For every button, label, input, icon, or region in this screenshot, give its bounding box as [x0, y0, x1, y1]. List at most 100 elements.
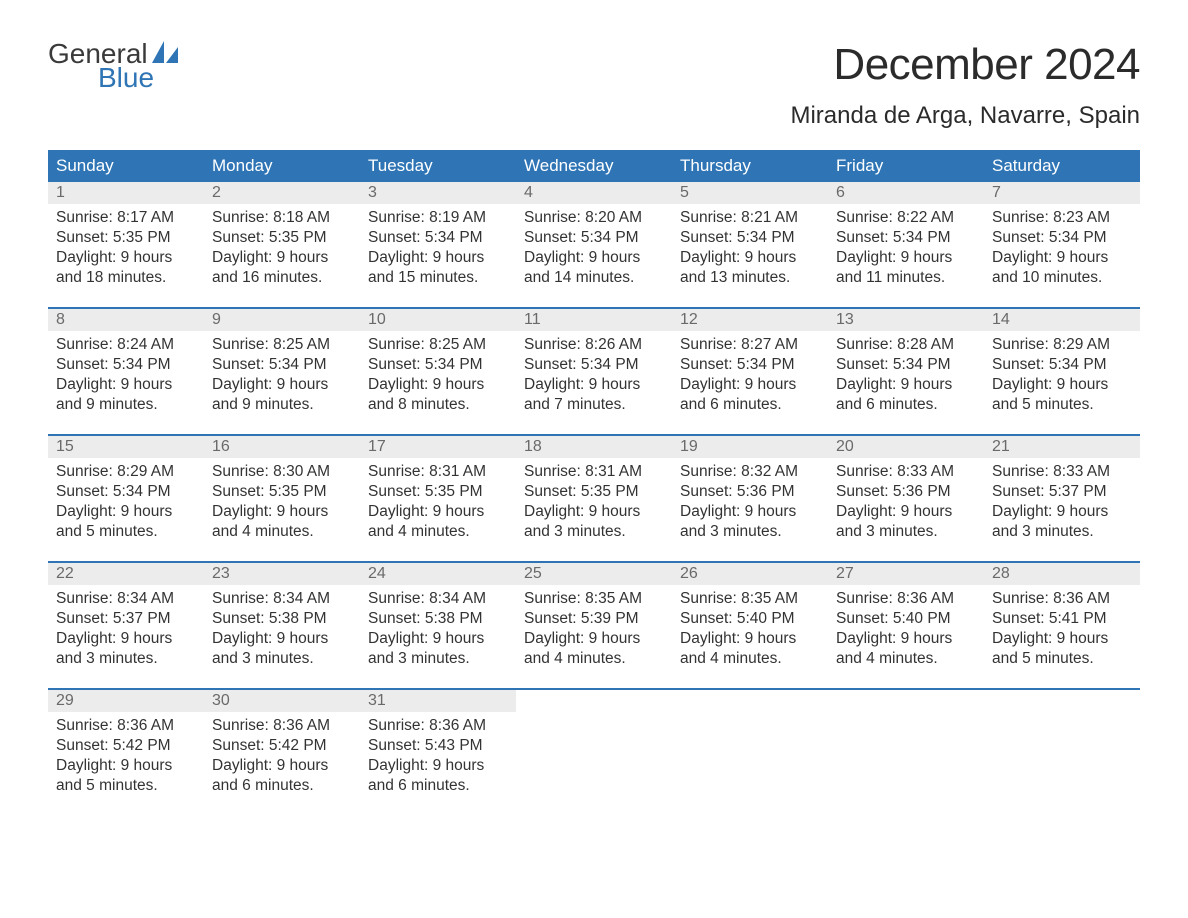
day-number: 6: [828, 182, 984, 204]
daylight-line1: Daylight: 9 hours: [680, 248, 820, 268]
day-cell: Sunrise: 8:29 AMSunset: 5:34 PMDaylight:…: [48, 458, 204, 562]
day-cell: [828, 712, 984, 816]
day-cell: Sunrise: 8:25 AMSunset: 5:34 PMDaylight:…: [360, 331, 516, 435]
daylight-line1: Daylight: 9 hours: [56, 248, 196, 268]
daylight-line2: and 6 minutes.: [836, 395, 976, 415]
day-number: 13: [828, 309, 984, 331]
sunset-label: Sunset: 5:35 PM: [212, 228, 352, 248]
daylight-line2: and 14 minutes.: [524, 268, 664, 288]
day-number: 27: [828, 563, 984, 585]
sunset-label: Sunset: 5:39 PM: [524, 609, 664, 629]
sunset-label: Sunset: 5:43 PM: [368, 736, 508, 756]
day-number: [984, 690, 1140, 712]
day-cell: Sunrise: 8:20 AMSunset: 5:34 PMDaylight:…: [516, 204, 672, 308]
sunrise-label: Sunrise: 8:23 AM: [992, 208, 1132, 228]
sunrise-label: Sunrise: 8:22 AM: [836, 208, 976, 228]
sunset-label: Sunset: 5:34 PM: [680, 228, 820, 248]
day-cell: Sunrise: 8:33 AMSunset: 5:36 PMDaylight:…: [828, 458, 984, 562]
day-cell: Sunrise: 8:31 AMSunset: 5:35 PMDaylight:…: [516, 458, 672, 562]
daylight-line1: Daylight: 9 hours: [836, 248, 976, 268]
daylight-line2: and 5 minutes.: [56, 522, 196, 542]
day-cell: Sunrise: 8:24 AMSunset: 5:34 PMDaylight:…: [48, 331, 204, 435]
day-cell: Sunrise: 8:17 AMSunset: 5:35 PMDaylight:…: [48, 204, 204, 308]
sunrise-label: Sunrise: 8:31 AM: [368, 462, 508, 482]
daylight-line2: and 3 minutes.: [212, 649, 352, 669]
day-cell: Sunrise: 8:19 AMSunset: 5:34 PMDaylight:…: [360, 204, 516, 308]
day-cell: Sunrise: 8:26 AMSunset: 5:34 PMDaylight:…: [516, 331, 672, 435]
daylight-line2: and 6 minutes.: [680, 395, 820, 415]
daylight-line1: Daylight: 9 hours: [368, 502, 508, 522]
daylight-line1: Daylight: 9 hours: [56, 756, 196, 776]
sunrise-label: Sunrise: 8:26 AM: [524, 335, 664, 355]
day-header: Friday: [828, 150, 984, 182]
daylight-line2: and 3 minutes.: [992, 522, 1132, 542]
day-content-row: Sunrise: 8:17 AMSunset: 5:35 PMDaylight:…: [48, 204, 1140, 308]
daylight-line1: Daylight: 9 hours: [680, 502, 820, 522]
daylight-line2: and 18 minutes.: [56, 268, 196, 288]
day-number: [828, 690, 984, 712]
day-number: 7: [984, 182, 1140, 204]
daylight-line2: and 4 minutes.: [524, 649, 664, 669]
day-cell: Sunrise: 8:34 AMSunset: 5:37 PMDaylight:…: [48, 585, 204, 689]
day-number: 20: [828, 436, 984, 458]
sunset-label: Sunset: 5:34 PM: [524, 355, 664, 375]
sunrise-label: Sunrise: 8:31 AM: [524, 462, 664, 482]
day-content-row: Sunrise: 8:24 AMSunset: 5:34 PMDaylight:…: [48, 331, 1140, 435]
sunset-label: Sunset: 5:34 PM: [56, 482, 196, 502]
daynum-row: 293031: [48, 690, 1140, 712]
daylight-line2: and 4 minutes.: [836, 649, 976, 669]
daylight-line1: Daylight: 9 hours: [992, 248, 1132, 268]
sunrise-label: Sunrise: 8:18 AM: [212, 208, 352, 228]
daylight-line2: and 10 minutes.: [992, 268, 1132, 288]
daylight-line2: and 3 minutes.: [524, 522, 664, 542]
daylight-line2: and 7 minutes.: [524, 395, 664, 415]
daylight-line2: and 4 minutes.: [212, 522, 352, 542]
sunrise-label: Sunrise: 8:35 AM: [680, 589, 820, 609]
sunrise-label: Sunrise: 8:20 AM: [524, 208, 664, 228]
sunset-label: Sunset: 5:37 PM: [992, 482, 1132, 502]
sunrise-label: Sunrise: 8:36 AM: [836, 589, 976, 609]
sunrise-label: Sunrise: 8:34 AM: [56, 589, 196, 609]
sunset-label: Sunset: 5:34 PM: [524, 228, 664, 248]
sunrise-label: Sunrise: 8:24 AM: [56, 335, 196, 355]
daylight-line1: Daylight: 9 hours: [524, 502, 664, 522]
day-number: 22: [48, 563, 204, 585]
daylight-line2: and 11 minutes.: [836, 268, 976, 288]
daylight-line1: Daylight: 9 hours: [368, 248, 508, 268]
day-number: 1: [48, 182, 204, 204]
daylight-line1: Daylight: 9 hours: [56, 375, 196, 395]
sunrise-label: Sunrise: 8:36 AM: [992, 589, 1132, 609]
sunset-label: Sunset: 5:35 PM: [524, 482, 664, 502]
day-cell: Sunrise: 8:33 AMSunset: 5:37 PMDaylight:…: [984, 458, 1140, 562]
calendar-table: Sunday Monday Tuesday Wednesday Thursday…: [48, 150, 1140, 816]
daylight-line1: Daylight: 9 hours: [212, 756, 352, 776]
sunset-label: Sunset: 5:34 PM: [56, 355, 196, 375]
sunrise-label: Sunrise: 8:33 AM: [836, 462, 976, 482]
daylight-line2: and 5 minutes.: [992, 395, 1132, 415]
day-number: 24: [360, 563, 516, 585]
day-number: 5: [672, 182, 828, 204]
page-header: General Blue December 2024 Miranda de Ar…: [48, 40, 1140, 130]
daylight-line1: Daylight: 9 hours: [524, 629, 664, 649]
sunset-label: Sunset: 5:34 PM: [368, 228, 508, 248]
day-number: 17: [360, 436, 516, 458]
logo: General Blue: [48, 40, 178, 92]
day-number: [516, 690, 672, 712]
sunrise-label: Sunrise: 8:21 AM: [680, 208, 820, 228]
sunset-label: Sunset: 5:36 PM: [836, 482, 976, 502]
sunrise-label: Sunrise: 8:30 AM: [212, 462, 352, 482]
day-header: Wednesday: [516, 150, 672, 182]
day-cell: Sunrise: 8:30 AMSunset: 5:35 PMDaylight:…: [204, 458, 360, 562]
daylight-line1: Daylight: 9 hours: [212, 502, 352, 522]
daylight-line2: and 6 minutes.: [212, 776, 352, 796]
sunset-label: Sunset: 5:34 PM: [680, 355, 820, 375]
day-header: Sunday: [48, 150, 204, 182]
daylight-line1: Daylight: 9 hours: [524, 375, 664, 395]
daynum-row: 1234567: [48, 182, 1140, 204]
daylight-line2: and 3 minutes.: [368, 649, 508, 669]
day-number: 3: [360, 182, 516, 204]
day-number: 4: [516, 182, 672, 204]
day-cell: Sunrise: 8:29 AMSunset: 5:34 PMDaylight:…: [984, 331, 1140, 435]
day-number: 15: [48, 436, 204, 458]
daylight-line2: and 16 minutes.: [212, 268, 352, 288]
